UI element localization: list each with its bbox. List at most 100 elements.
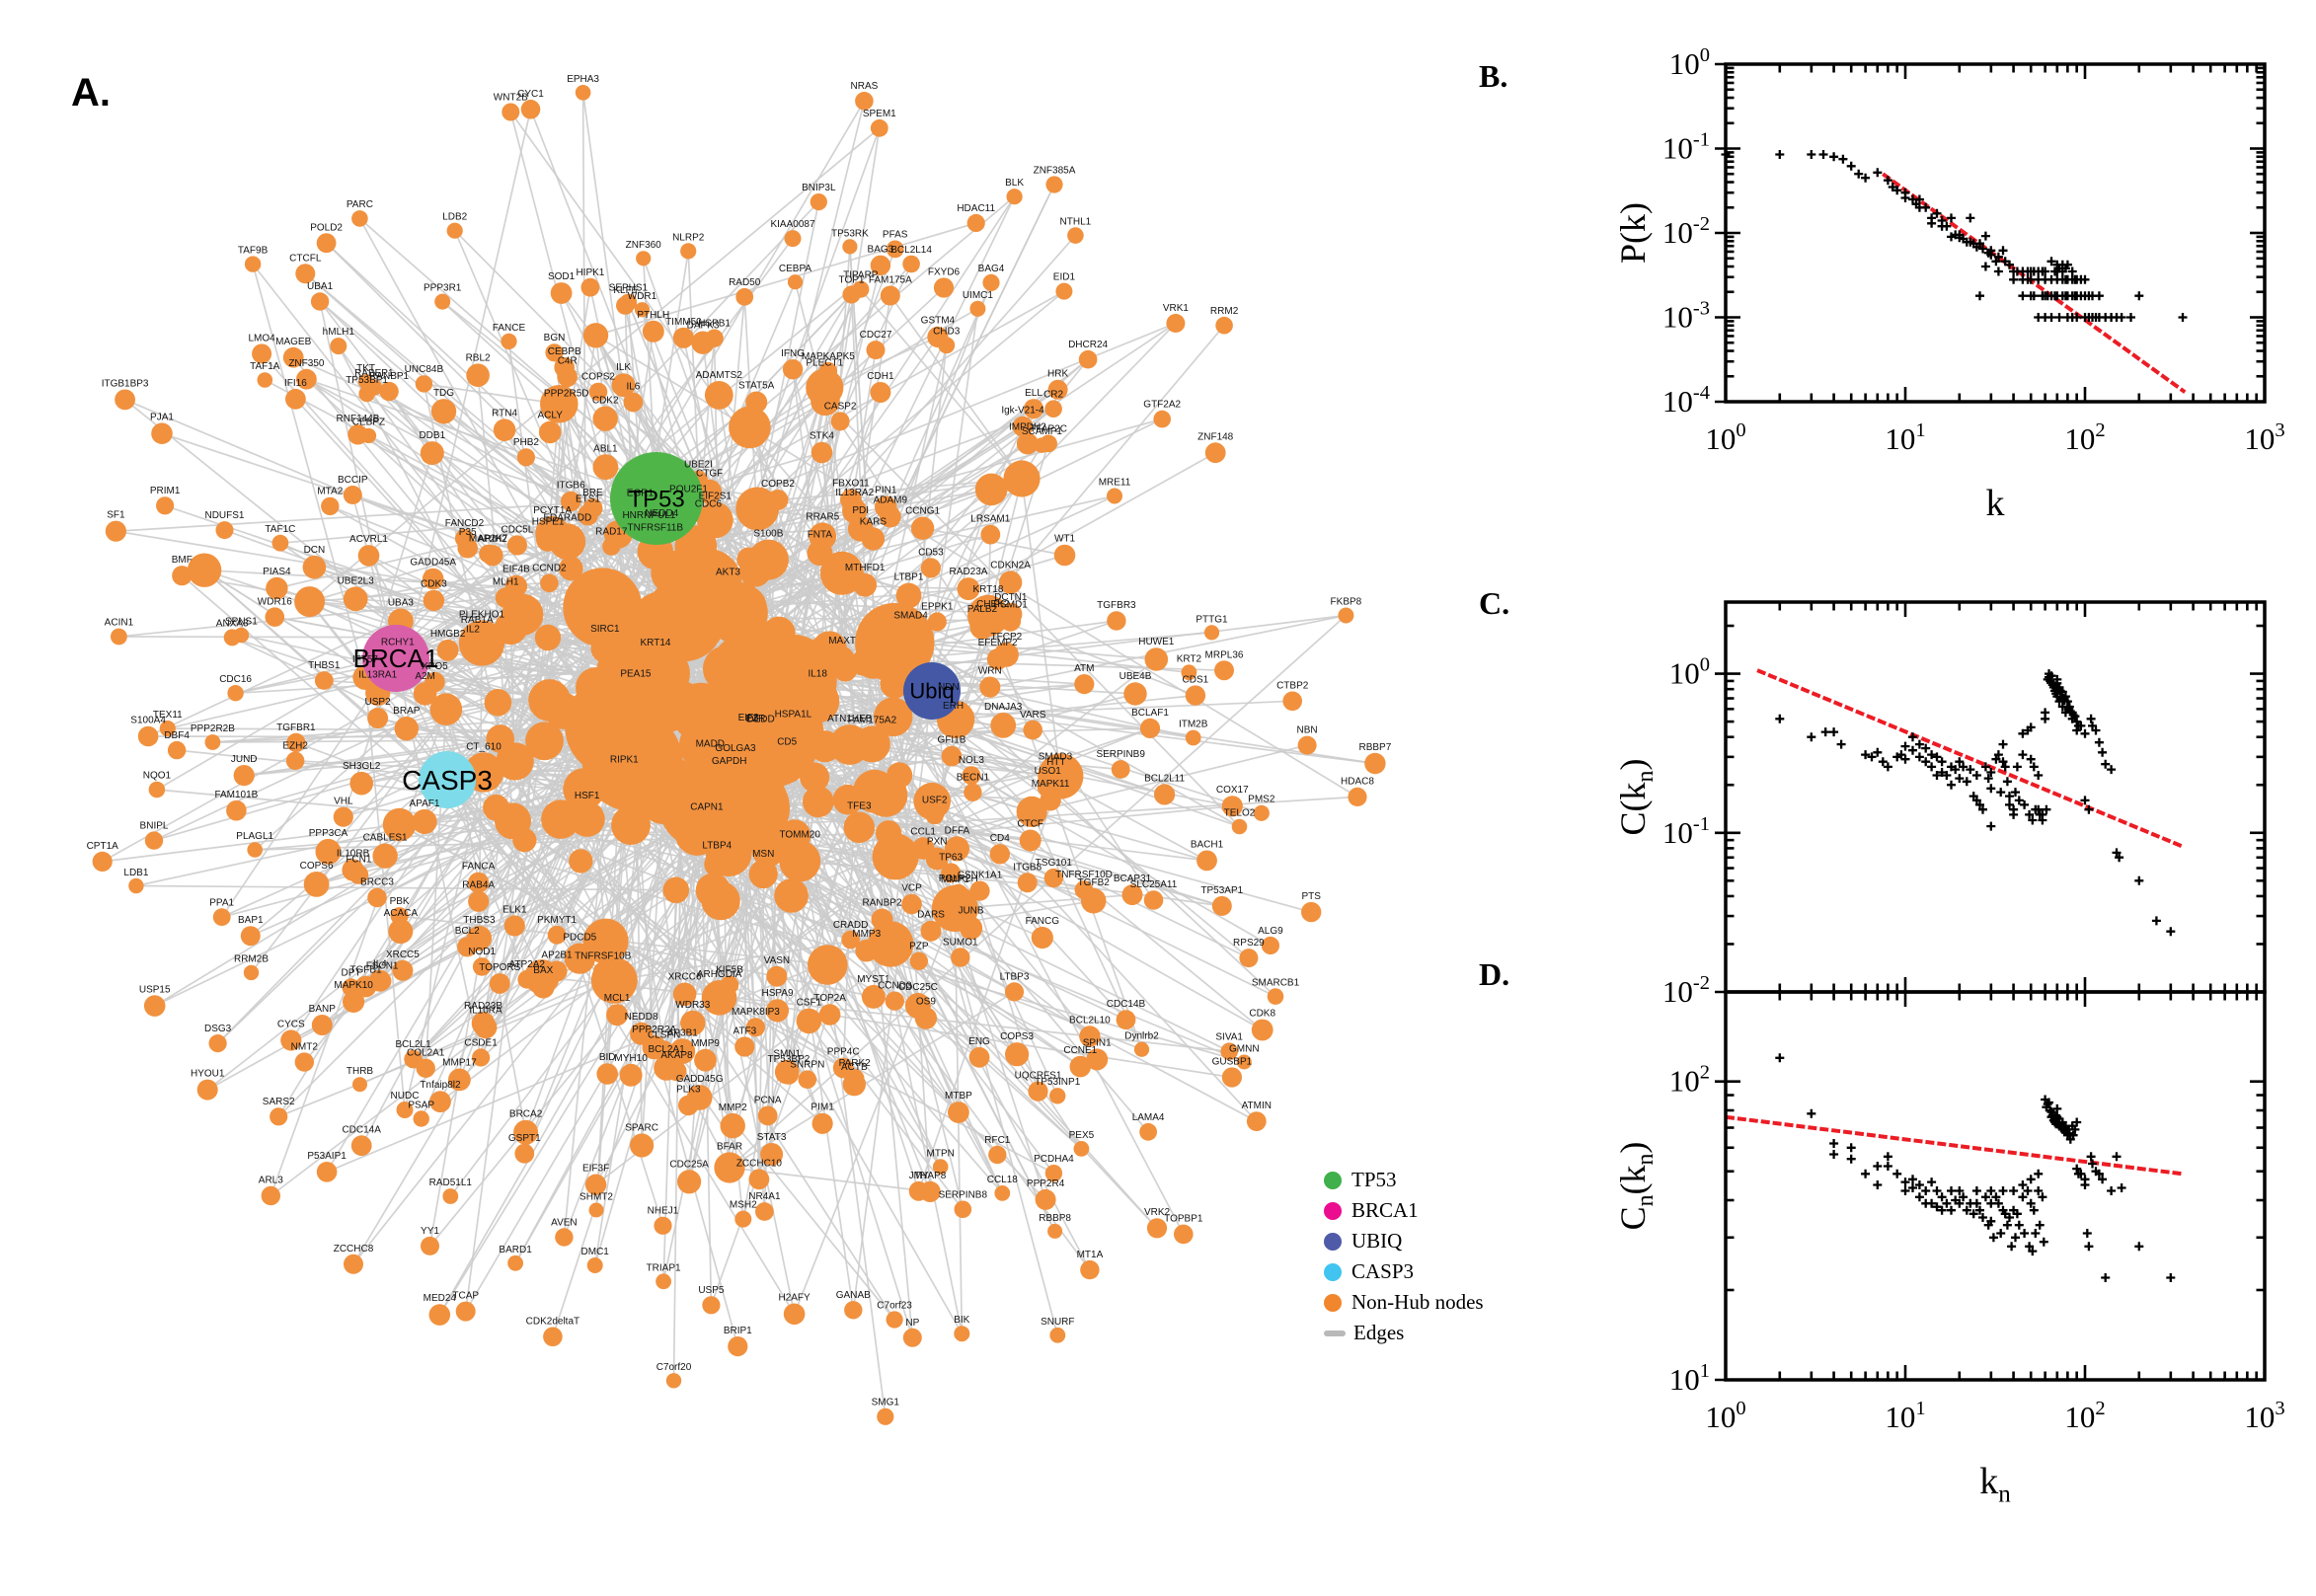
node-label: RTN4 bbox=[492, 408, 517, 418]
network-node bbox=[227, 685, 243, 701]
node-label: CSDE1 bbox=[464, 1037, 498, 1048]
node-label: GMNN bbox=[1229, 1044, 1260, 1055]
node-label: EDARADD bbox=[543, 512, 591, 523]
node-label: FKBP8 bbox=[1331, 597, 1362, 608]
network-node bbox=[303, 556, 327, 579]
network-node bbox=[692, 750, 729, 787]
network-node bbox=[583, 323, 608, 347]
node-label: EIF4B bbox=[502, 565, 530, 575]
node-label: PLEKHO1 bbox=[459, 609, 505, 620]
panel-label-D: D. bbox=[1479, 956, 1509, 992]
node-label: BNIPL bbox=[140, 821, 169, 832]
data-point bbox=[2055, 313, 2064, 322]
node-label: SNURF bbox=[1041, 1317, 1074, 1328]
data-point bbox=[1915, 1192, 1924, 1201]
network-node bbox=[1107, 489, 1122, 504]
node-label: SH3GL2 bbox=[343, 761, 381, 772]
node-label: STAT5A bbox=[738, 381, 775, 392]
node-label: VHL bbox=[334, 797, 353, 807]
data-point bbox=[2003, 1221, 2012, 1230]
node-label: VCP bbox=[901, 883, 922, 894]
node-label: RFC1 bbox=[984, 1135, 1011, 1146]
node-label: SERPINB9 bbox=[1096, 749, 1145, 760]
node-label: IL13RA2 bbox=[835, 488, 874, 498]
node-label: TNFRSF11B bbox=[628, 523, 684, 534]
node-label: RAD23A bbox=[950, 567, 988, 577]
network-node bbox=[925, 806, 944, 825]
network-node bbox=[887, 762, 912, 788]
node-swatch-icon bbox=[1324, 1263, 1342, 1281]
data-point bbox=[2152, 916, 2161, 925]
network-node bbox=[739, 652, 776, 689]
network-node bbox=[1254, 805, 1270, 821]
node-label: IMPDH2 bbox=[1009, 422, 1046, 433]
node-label: MTBP bbox=[945, 1091, 972, 1102]
node-label: WRN bbox=[978, 666, 1002, 677]
data-point bbox=[2101, 760, 2110, 769]
network-node bbox=[352, 1077, 367, 1092]
network-node bbox=[209, 1034, 227, 1052]
node-label: VASN bbox=[764, 955, 791, 966]
data-point bbox=[1829, 152, 1838, 161]
node-label: BANP bbox=[309, 1004, 337, 1015]
data-point bbox=[2118, 313, 2126, 322]
data-point bbox=[2088, 1160, 2097, 1169]
node-label: GADD45G bbox=[676, 1074, 724, 1085]
hub-label-brca1: BRCA1 bbox=[353, 644, 439, 673]
node-label: KRT2 bbox=[1177, 654, 1202, 665]
network-node bbox=[315, 671, 334, 690]
data-point bbox=[1938, 757, 1947, 766]
network-node bbox=[808, 540, 833, 566]
y-tick-label: 10-1 bbox=[1662, 813, 1710, 850]
network-node bbox=[1174, 1225, 1194, 1245]
network-node bbox=[535, 625, 561, 650]
node-label: HSPA1L bbox=[775, 709, 812, 720]
node-label: Dynlrb2 bbox=[1124, 1031, 1159, 1042]
network-node bbox=[602, 537, 620, 555]
network-node bbox=[1144, 890, 1164, 910]
network-node bbox=[213, 908, 231, 926]
network-node bbox=[694, 1049, 717, 1072]
node-label: HSF1 bbox=[575, 791, 600, 801]
data-point bbox=[1847, 162, 1856, 171]
node-label: GSTM4 bbox=[921, 316, 956, 327]
node-label: DSG3 bbox=[204, 1024, 232, 1034]
network-node bbox=[808, 945, 848, 985]
data-point bbox=[2095, 738, 2104, 747]
node-label: BCL2L14 bbox=[890, 245, 932, 256]
network-node bbox=[1049, 1328, 1065, 1343]
node-label: BIK bbox=[954, 1315, 969, 1326]
node-label: TP53RK bbox=[831, 228, 869, 239]
node-label: TP53BP1 bbox=[346, 375, 388, 386]
network-node bbox=[728, 1336, 747, 1356]
network-node bbox=[969, 301, 985, 317]
network-node bbox=[496, 587, 516, 608]
network-node bbox=[910, 952, 928, 970]
network-node bbox=[872, 909, 893, 931]
node-label: BRCC3 bbox=[360, 877, 394, 888]
node-label: RRAR5 bbox=[806, 511, 839, 522]
node-label: ZNF350 bbox=[288, 358, 325, 369]
network-node bbox=[1222, 1067, 1242, 1087]
node-label: BAG4 bbox=[978, 264, 1005, 274]
network-node bbox=[1023, 721, 1042, 740]
x-tick-label: 100 bbox=[1705, 1398, 1745, 1434]
data-point bbox=[2087, 715, 2096, 723]
node-label: PJA1 bbox=[150, 412, 174, 422]
node-label: EIF2S1 bbox=[699, 491, 733, 501]
network-node bbox=[735, 288, 753, 306]
data-point bbox=[2179, 313, 2188, 322]
ppi-network-graph: TP53RKKIAA0087THAP8CDC14BDSG3NTHL1CEBPZV… bbox=[0, 0, 1481, 1591]
network-node bbox=[928, 612, 947, 631]
node-label: BAG3 bbox=[868, 245, 894, 256]
network-node bbox=[437, 640, 459, 661]
network-node bbox=[881, 286, 900, 306]
node-label: GSPT1 bbox=[508, 1133, 541, 1144]
network-node bbox=[811, 442, 833, 464]
network-node bbox=[784, 1304, 806, 1326]
network-node bbox=[1212, 896, 1232, 916]
node-label: SHMT2 bbox=[579, 1191, 613, 1202]
network-node bbox=[994, 1185, 1010, 1201]
data-point bbox=[2134, 876, 2143, 885]
